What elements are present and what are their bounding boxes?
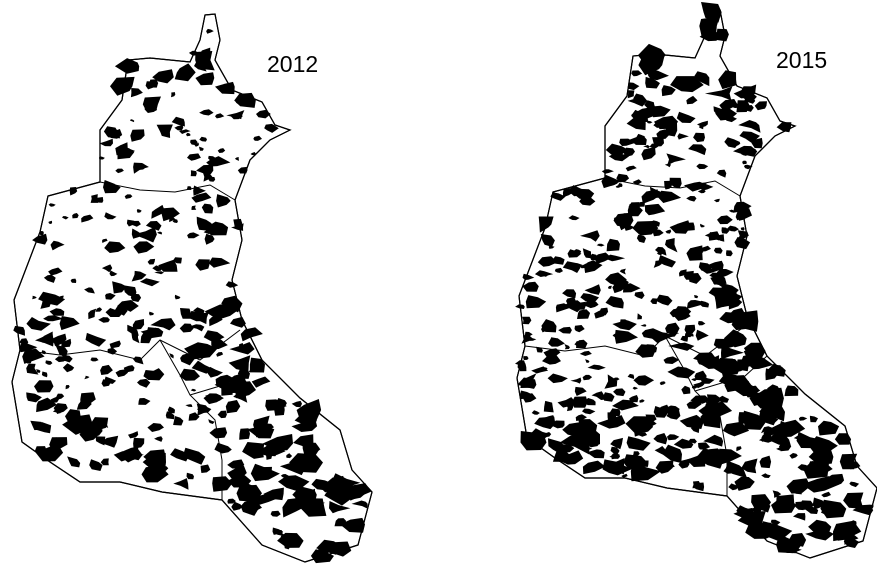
land-patch xyxy=(191,170,197,176)
land-patch xyxy=(239,428,250,440)
map-panel xyxy=(515,2,877,558)
map-label: 2015 xyxy=(776,47,827,73)
map-label: 2012 xyxy=(267,51,318,77)
map-panel xyxy=(12,14,372,563)
land-patch xyxy=(250,358,265,373)
map-figure: 2012 2015 xyxy=(0,0,877,575)
